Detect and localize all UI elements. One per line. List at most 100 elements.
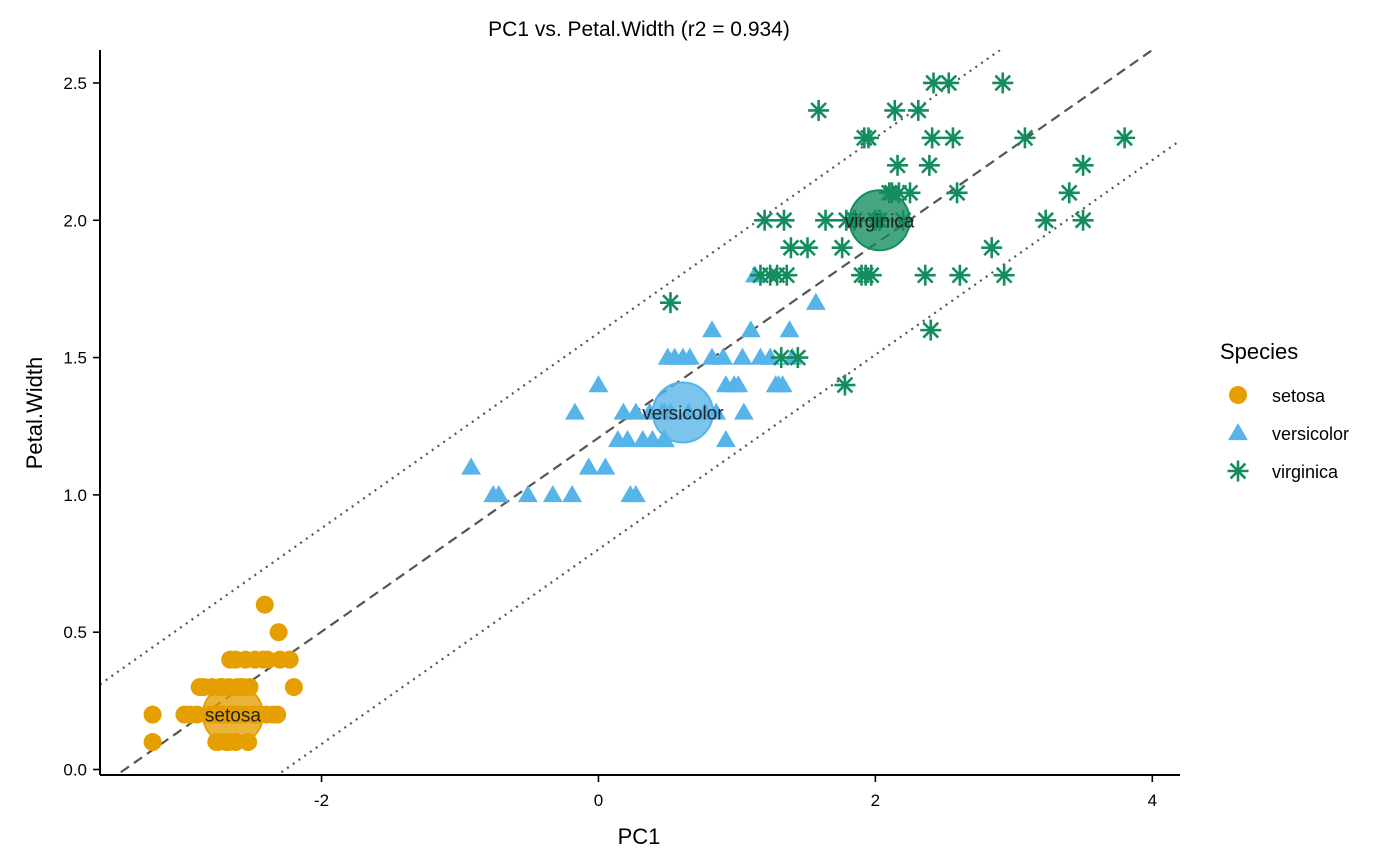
data-point-versicolor <box>750 347 771 365</box>
data-point-versicolor <box>733 402 754 420</box>
data-point-virginica <box>860 264 882 286</box>
centroid-label-versicolor: versicolor <box>642 404 724 425</box>
legend-key-setosa <box>1229 386 1247 404</box>
data-point-virginica <box>797 237 819 259</box>
data-point-virginica <box>834 374 856 396</box>
data-point-virginica <box>914 264 936 286</box>
x-tick-label: -2 <box>314 791 329 810</box>
data-point-setosa <box>269 623 288 642</box>
y-tick-label: 1.5 <box>63 349 87 368</box>
chart-title: PC1 vs. Petal.Width (r2 = 0.934) <box>488 18 790 41</box>
legend-label-versicolor: versicolor <box>1272 424 1349 444</box>
data-point-setosa <box>268 705 287 724</box>
data-point-versicolor <box>805 292 826 310</box>
data-point-virginica <box>981 237 1003 259</box>
data-point-virginica <box>1072 209 1094 231</box>
data-point-versicolor <box>613 402 634 420</box>
data-point-versicolor <box>588 375 609 393</box>
data-point-virginica <box>949 264 971 286</box>
data-point-versicolor <box>702 320 722 338</box>
axes: -2 0 2 4 0.0 0.5 1.0 1.5 2.0 2.5 <box>63 50 1180 810</box>
data-point-setosa <box>258 650 277 669</box>
legend: Species setosa versicolor virginica <box>1220 339 1349 482</box>
data-point-virginica <box>993 264 1015 286</box>
legend-title: Species <box>1220 339 1298 364</box>
data-point-virginica <box>1072 154 1094 176</box>
upper-bound-line <box>100 50 1001 686</box>
data-point-virginica <box>938 72 960 94</box>
data-point-versicolor <box>517 484 538 503</box>
data-point-versicolor <box>578 457 599 475</box>
legend-item-setosa: setosa <box>1229 386 1326 406</box>
data-point-virginica <box>857 127 879 149</box>
centroid-label-setosa: setosa <box>205 706 261 727</box>
x-axis-title: PC1 <box>618 824 661 849</box>
data-point-virginica <box>946 182 968 204</box>
y-tick-label: 0.0 <box>63 761 87 780</box>
centroid-versicolor <box>651 381 714 444</box>
data-point-versicolor <box>542 484 563 503</box>
x-tick-label: 4 <box>1148 791 1157 810</box>
data-point-versicolor <box>772 375 793 393</box>
data-point-setosa <box>280 650 299 669</box>
data-point-virginica <box>1114 127 1136 149</box>
data-point-versicolor <box>461 457 481 475</box>
lower-bound-line <box>280 139 1180 774</box>
data-point-setosa <box>190 678 209 697</box>
data-point-setosa <box>284 678 303 697</box>
data-point-versicolor <box>653 430 674 448</box>
data-point-setosa <box>187 705 206 724</box>
data-point-versicolor <box>595 457 616 475</box>
data-point-virginica <box>787 347 809 369</box>
data-point-virginica <box>754 209 776 231</box>
data-point-virginica <box>942 127 964 149</box>
legend-key-virginica <box>1227 460 1249 482</box>
data-point-virginica <box>1035 209 1057 231</box>
data-point-virginica <box>920 319 942 341</box>
data-point-virginica <box>884 99 906 121</box>
data-point-versicolor <box>779 320 800 338</box>
plot-area: setosa versicolor virginica <box>100 50 1180 774</box>
data-point-versicolor <box>713 347 733 365</box>
data-point-virginica <box>776 264 798 286</box>
legend-item-versicolor: versicolor <box>1228 423 1349 444</box>
legend-item-virginica: virginica <box>1227 460 1339 482</box>
data-point-setosa <box>255 595 274 614</box>
data-point-virginica <box>773 209 795 231</box>
y-tick-label: 2.0 <box>63 211 87 230</box>
data-point-versicolor <box>732 347 753 365</box>
legend-label-setosa: setosa <box>1272 386 1326 406</box>
data-point-setosa <box>143 705 162 724</box>
data-point-versicolor <box>679 347 700 365</box>
centroid-virginica <box>848 189 911 252</box>
data-point-virginica <box>899 182 921 204</box>
data-point-versicolor <box>565 402 585 420</box>
x-tick-label: 2 <box>871 791 880 810</box>
data-point-setosa <box>226 650 245 669</box>
centroid-label-virginica: virginica <box>845 211 915 232</box>
data-point-virginica <box>921 127 943 149</box>
data-point-virginica <box>907 99 929 121</box>
data-point-setosa <box>143 733 162 752</box>
y-tick-label: 2.5 <box>63 74 87 93</box>
data-point-versicolor <box>488 484 509 503</box>
data-point-virginica <box>1014 127 1036 149</box>
data-point-virginica <box>831 237 853 259</box>
legend-key-versicolor <box>1228 423 1248 441</box>
legend-label-virginica: virginica <box>1272 462 1339 482</box>
data-point-virginica <box>1058 182 1080 204</box>
y-tick-label: 0.5 <box>63 623 87 642</box>
data-point-versicolor <box>562 484 583 503</box>
data-point-versicolor <box>728 375 749 393</box>
data-point-virginica <box>887 154 909 176</box>
data-point-virginica <box>659 292 681 314</box>
data-point-versicolor <box>715 430 736 448</box>
centroid-setosa <box>201 683 264 746</box>
data-point-versicolor <box>625 402 646 420</box>
data-point-virginica <box>815 209 837 231</box>
y-tick-label: 1.0 <box>63 486 87 505</box>
y-axis-title: Petal.Width <box>22 357 47 470</box>
data-point-virginica <box>918 154 940 176</box>
data-point-versicolor <box>617 430 638 448</box>
